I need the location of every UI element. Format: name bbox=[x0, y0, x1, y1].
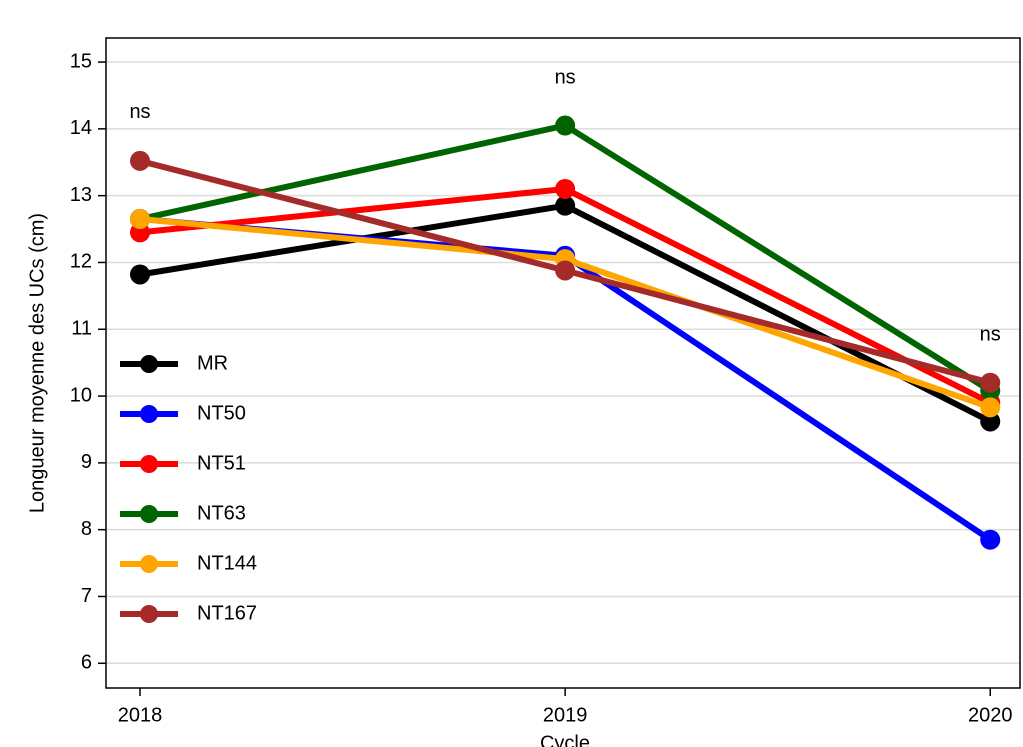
x-tick-label: 2018 bbox=[118, 704, 163, 726]
y-tick-label: 9 bbox=[81, 451, 92, 473]
y-tick-label: 14 bbox=[70, 117, 92, 139]
legend-marker bbox=[140, 505, 158, 523]
series-marker bbox=[130, 150, 151, 171]
series-marker bbox=[555, 260, 576, 281]
series-marker bbox=[980, 529, 1001, 550]
x-tick-label: 2020 bbox=[968, 704, 1013, 726]
series-marker bbox=[980, 372, 1001, 393]
y-axis-title: Longueur moyenne des UCs (cm) bbox=[26, 213, 48, 513]
y-tick-label: 12 bbox=[70, 251, 92, 273]
legend-marker bbox=[140, 405, 158, 423]
legend-label: NT63 bbox=[197, 502, 246, 524]
legend-label: NT144 bbox=[197, 552, 257, 574]
legend-label: NT51 bbox=[197, 452, 246, 474]
x-tick-label: 2019 bbox=[543, 704, 588, 726]
y-tick-label: 10 bbox=[70, 384, 92, 406]
annotation: ns bbox=[980, 324, 1001, 346]
x-axis-title: Cycle bbox=[540, 732, 590, 747]
legend-marker bbox=[140, 355, 158, 373]
annotation: ns bbox=[555, 66, 576, 88]
series-line bbox=[139, 185, 992, 406]
series-marker bbox=[555, 178, 576, 199]
y-tick-label: 11 bbox=[71, 318, 92, 340]
series-marker bbox=[980, 397, 1001, 418]
series-marker bbox=[130, 264, 151, 285]
legend-label: MR bbox=[197, 352, 228, 374]
legend-marker bbox=[140, 555, 158, 573]
legend-marker bbox=[140, 455, 158, 473]
y-tick-label: 7 bbox=[81, 585, 92, 607]
annotation: ns bbox=[129, 101, 150, 123]
y-tick-label: 6 bbox=[81, 652, 92, 674]
y-tick-label: 13 bbox=[70, 184, 92, 206]
series-marker bbox=[555, 195, 576, 216]
plot-frame bbox=[105, 37, 1021, 689]
legend-label: NT50 bbox=[197, 402, 246, 424]
y-tick-label: 8 bbox=[81, 518, 92, 540]
series-marker bbox=[130, 209, 151, 230]
series-marker bbox=[980, 411, 1001, 432]
series-marker bbox=[555, 115, 576, 136]
legend-marker bbox=[140, 605, 158, 623]
y-tick-label: 15 bbox=[70, 50, 92, 72]
legend-label: NT167 bbox=[197, 602, 257, 624]
